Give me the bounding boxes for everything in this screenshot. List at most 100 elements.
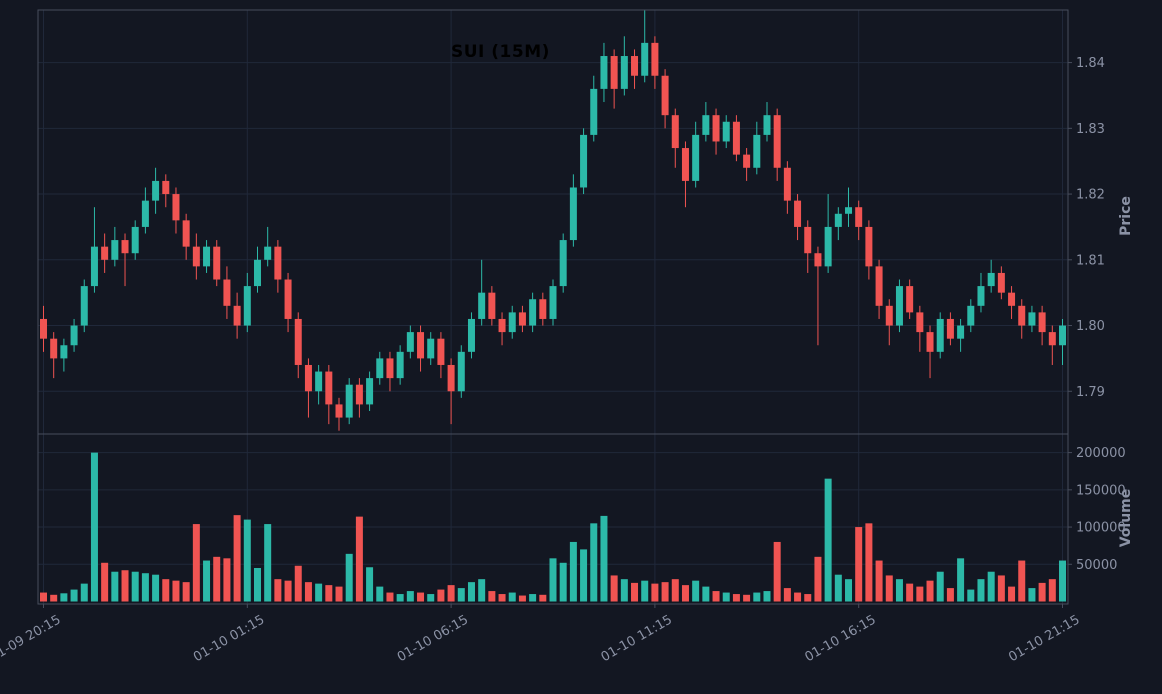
volume-bar xyxy=(417,592,425,602)
volume-bar xyxy=(936,571,944,602)
candle-body xyxy=(661,75,669,116)
candle-body xyxy=(488,292,496,319)
volume-bar xyxy=(427,594,435,602)
candle-body xyxy=(824,226,832,267)
candle-body xyxy=(355,384,363,405)
volume-bar xyxy=(620,579,628,602)
volume-bar xyxy=(600,515,608,602)
candle-body xyxy=(253,259,261,287)
candle-body xyxy=(946,318,954,339)
candle-body xyxy=(1038,312,1046,333)
volume-bar xyxy=(223,558,231,602)
volume-bar xyxy=(773,541,781,602)
volume-bar xyxy=(834,574,842,602)
candle-body xyxy=(50,338,58,359)
candle-body xyxy=(90,246,98,287)
candle-body xyxy=(457,351,465,392)
candle-body xyxy=(855,207,863,227)
volume-bar xyxy=(111,571,119,602)
candle-body xyxy=(417,332,425,359)
volume-bar xyxy=(681,585,689,602)
volume-tick-label: 200000 xyxy=(1076,446,1126,461)
candle-body xyxy=(172,194,180,221)
candle-body xyxy=(121,240,129,254)
volume-bar xyxy=(101,562,109,602)
candle-body xyxy=(1059,325,1066,346)
volume-bar xyxy=(498,594,506,602)
candle-body xyxy=(101,246,109,260)
volume-bar xyxy=(50,594,58,602)
volume-bar xyxy=(895,579,903,602)
volume-bar xyxy=(284,580,292,602)
candle-body xyxy=(243,286,251,326)
candle-body xyxy=(386,358,394,379)
candle-body xyxy=(406,332,414,352)
candle-body xyxy=(692,134,700,181)
candle-body xyxy=(580,134,588,188)
volume-bar xyxy=(386,592,394,602)
volume-bar xyxy=(1059,560,1066,602)
volume-bar xyxy=(529,594,537,602)
candle-body xyxy=(80,286,88,326)
volume-bar xyxy=(977,579,985,602)
volume-bar xyxy=(213,556,221,602)
volume-bar xyxy=(957,558,965,602)
candle-body xyxy=(916,312,924,333)
volume-tick-label: 150000 xyxy=(1076,483,1126,498)
volume-bar xyxy=(590,523,598,602)
candle-body xyxy=(152,180,160,201)
volume-bar xyxy=(783,588,791,602)
volume-tick-label: 100000 xyxy=(1076,521,1126,536)
candle-body xyxy=(366,378,374,405)
volume-bar xyxy=(661,582,669,602)
candle-body xyxy=(70,325,78,346)
volume-bar xyxy=(732,594,740,602)
candle-body xyxy=(233,305,241,326)
candle-body xyxy=(651,42,659,76)
volume-bar xyxy=(396,594,404,602)
price-tick-label: 1.83 xyxy=(1076,122,1105,137)
volume-bar xyxy=(702,586,710,602)
volume-bar xyxy=(845,579,853,602)
candle-body xyxy=(885,305,893,326)
volume-bar xyxy=(885,575,893,602)
candle-body xyxy=(671,115,679,149)
volume-bar xyxy=(243,519,251,602)
volume-pane-frame xyxy=(37,433,1069,605)
candle-body xyxy=(376,358,384,379)
candle-body xyxy=(315,371,323,392)
candle-body xyxy=(162,180,170,195)
volume-tick-label: 50000 xyxy=(1076,558,1117,573)
volume-bar xyxy=(580,549,588,602)
candle-body xyxy=(182,220,190,247)
volume-bar xyxy=(172,580,180,602)
candle-body xyxy=(478,292,486,319)
candle-body xyxy=(539,299,547,319)
candle-body xyxy=(1008,292,1016,306)
candle-body xyxy=(345,384,353,418)
candle-body xyxy=(743,154,751,168)
volume-bar xyxy=(722,592,730,602)
volume-bar xyxy=(182,582,190,602)
candle-body xyxy=(794,200,802,227)
volume-bar xyxy=(478,579,486,602)
volume-bar xyxy=(753,592,761,602)
candle-body xyxy=(325,371,333,405)
volume-bar xyxy=(987,571,995,602)
volume-bar xyxy=(1018,560,1026,602)
candle-body xyxy=(763,115,771,135)
candle-body xyxy=(906,286,914,313)
volume-bar xyxy=(569,541,577,602)
volume-bar xyxy=(325,585,333,602)
volume-bar xyxy=(335,586,343,602)
volume-bar xyxy=(539,594,547,602)
volume-bar xyxy=(824,478,832,602)
volume-bar xyxy=(203,560,211,602)
volume-bar xyxy=(192,524,200,602)
volume-bar xyxy=(610,575,618,602)
volume-bar xyxy=(1008,586,1016,602)
price-tick-label: 1.82 xyxy=(1076,188,1105,203)
candle-body xyxy=(732,121,740,155)
candle-body xyxy=(40,318,47,339)
